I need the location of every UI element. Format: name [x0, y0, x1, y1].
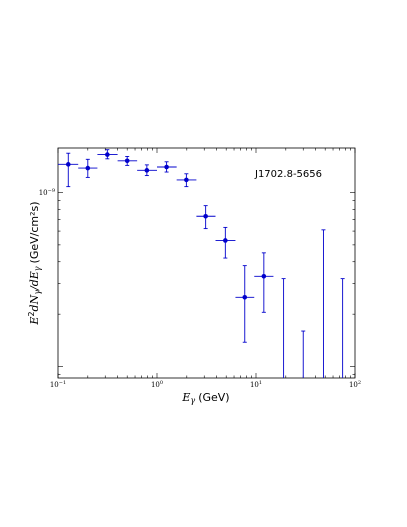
x-tick-label: 100 [151, 380, 163, 389]
upper-limit-3 [321, 229, 326, 378]
data-marker [65, 162, 71, 167]
data-marker [261, 273, 267, 279]
data-marker [184, 177, 189, 183]
y-label-sup: 2 [27, 311, 36, 316]
data-point-7 [176, 173, 197, 188]
x-axis-ticks: 10−1 100 101 102 [50, 148, 361, 389]
data-point-3 [97, 149, 118, 160]
data-point-10 [235, 265, 255, 343]
x-label-main: E [181, 391, 190, 404]
x-tick-label: 10−1 [50, 380, 66, 389]
source-label: J1702.8-5656 [254, 169, 322, 180]
data-marker [85, 165, 91, 171]
data-marker [164, 164, 169, 170]
upper-limit-1 [281, 278, 286, 378]
plot-frame [57, 147, 356, 379]
y-tick-label: 10−9 [39, 188, 55, 197]
data-marker [203, 213, 208, 219]
data-point-6 [157, 161, 177, 173]
upper-limit-marks [281, 229, 345, 378]
data-point-9 [215, 226, 236, 259]
data-point-5 [137, 164, 157, 177]
data-point-1 [58, 152, 79, 188]
data-point-11 [254, 252, 274, 313]
upper-limit-2 [301, 330, 306, 378]
data-marker [124, 158, 130, 164]
y-label-sub2: γ [33, 266, 42, 271]
data-marker [144, 168, 150, 173]
x-tick-label: 102 [349, 380, 361, 389]
x-tick-label: 101 [250, 380, 262, 389]
y-label-mid: dN [28, 294, 41, 311]
y-axis-ticks: 10−9 [39, 188, 355, 375]
y-label-sub1: γ [33, 290, 42, 295]
data-point-8 [196, 205, 216, 230]
data-marker [223, 238, 228, 243]
y-label-pre: E [28, 317, 41, 326]
y-axis-label: E2dNγ/dEγ(GeV/cm²s) [27, 201, 42, 325]
data-marks [58, 149, 274, 343]
data-point-4 [117, 155, 138, 166]
upper-limit-4 [340, 278, 345, 378]
x-axis-label: Eγ (GeV) [181, 391, 229, 405]
data-point-2 [78, 158, 98, 178]
y-label-unit: (GeV/cm²s) [28, 201, 41, 263]
data-marker [105, 152, 110, 157]
y-label-slash: /dE [28, 271, 41, 291]
x-label-unit: (GeV) [198, 391, 229, 404]
x-label-sub: γ [190, 396, 195, 405]
data-marker [242, 294, 248, 300]
